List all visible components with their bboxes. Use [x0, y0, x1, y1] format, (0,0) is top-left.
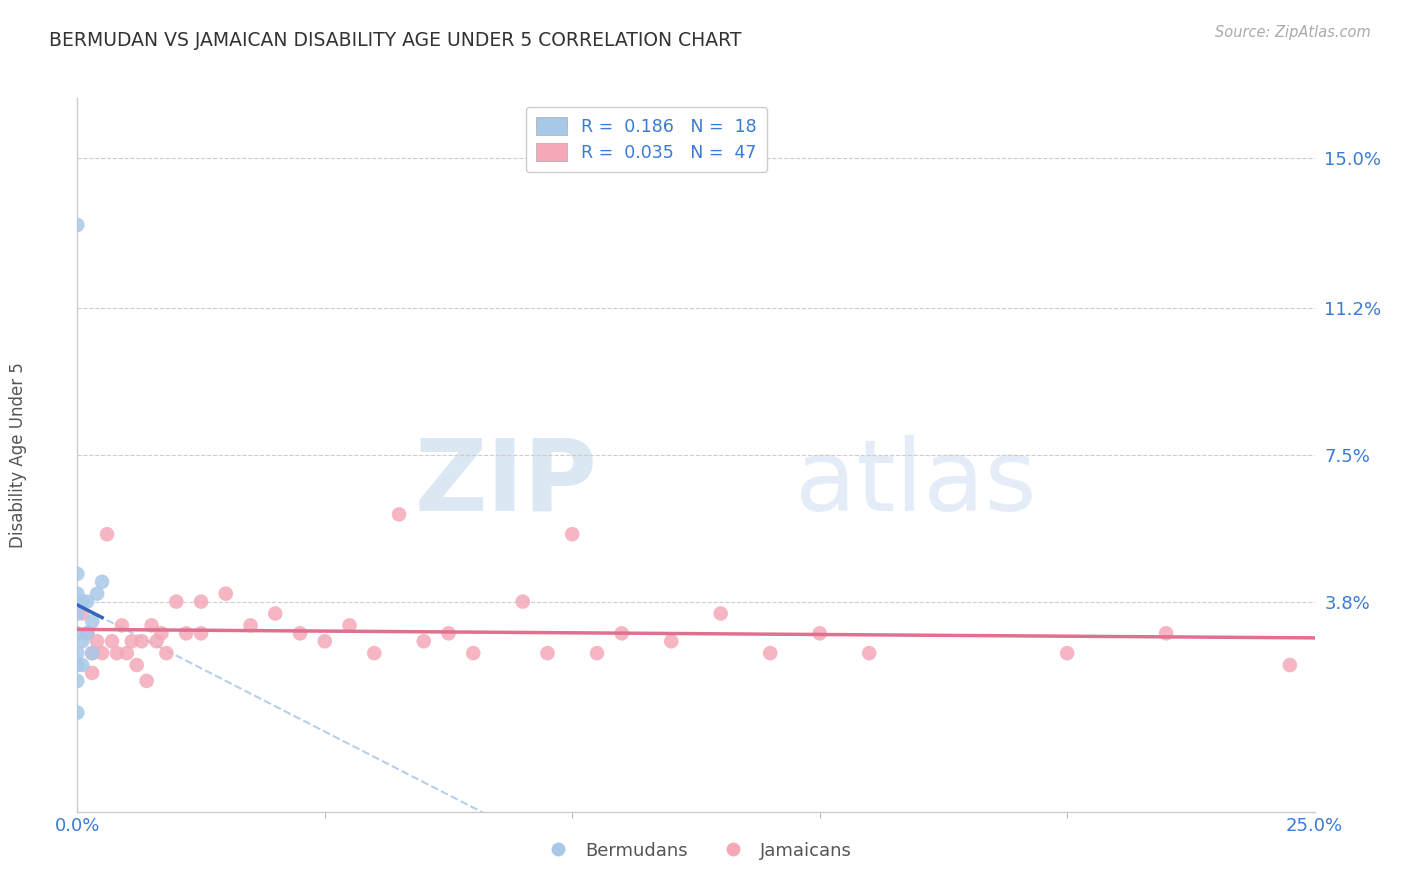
Point	[135, 673, 157, 688]
Point	[165, 594, 187, 608]
Point	[363, 646, 385, 660]
Point	[101, 634, 124, 648]
Text: Disability Age Under 5: Disability Age Under 5	[8, 362, 27, 548]
Point	[1056, 646, 1078, 660]
Point	[82, 615, 104, 629]
Point	[174, 626, 197, 640]
Point	[111, 618, 134, 632]
Point	[82, 665, 104, 680]
Point	[96, 527, 118, 541]
Point	[561, 527, 583, 541]
Point	[239, 618, 262, 632]
Point	[808, 626, 831, 640]
Point	[339, 618, 361, 632]
Point	[115, 646, 138, 660]
Point	[91, 574, 114, 589]
Point	[1154, 626, 1177, 640]
Point	[82, 646, 104, 660]
Point	[437, 626, 460, 640]
Point	[759, 646, 782, 660]
Point	[82, 646, 104, 660]
Point	[91, 646, 114, 660]
Point	[66, 218, 89, 232]
Point	[412, 634, 434, 648]
Point	[66, 673, 89, 688]
Point	[125, 658, 148, 673]
Point	[86, 587, 108, 601]
Point	[659, 634, 682, 648]
Point	[264, 607, 287, 621]
Text: Source: ZipAtlas.com: Source: ZipAtlas.com	[1215, 25, 1371, 40]
Point	[66, 566, 89, 581]
Point	[215, 587, 238, 601]
Point	[66, 658, 89, 673]
Point	[314, 634, 336, 648]
Point	[145, 634, 167, 648]
Point	[710, 607, 733, 621]
Point	[121, 634, 143, 648]
Point	[288, 626, 311, 640]
Point	[72, 658, 94, 673]
Text: BERMUDAN VS JAMAICAN DISABILITY AGE UNDER 5 CORRELATION CHART: BERMUDAN VS JAMAICAN DISABILITY AGE UNDE…	[49, 31, 742, 50]
Point	[610, 626, 633, 640]
Point	[66, 706, 89, 720]
Point	[76, 626, 98, 640]
Text: atlas: atlas	[794, 435, 1036, 532]
Text: ZIP: ZIP	[415, 435, 598, 532]
Legend: Bermudans, Jamaicans: Bermudans, Jamaicans	[533, 835, 859, 867]
Point	[66, 646, 89, 660]
Point	[66, 626, 89, 640]
Point	[1278, 658, 1301, 673]
Point	[150, 626, 173, 640]
Point	[190, 594, 212, 608]
Point	[858, 646, 880, 660]
Point	[512, 594, 534, 608]
Point	[66, 587, 89, 601]
Point	[76, 594, 98, 608]
Point	[72, 607, 94, 621]
Point	[105, 646, 128, 660]
Point	[72, 594, 94, 608]
Point	[388, 508, 411, 522]
Point	[586, 646, 609, 660]
Point	[131, 634, 153, 648]
Point	[72, 634, 94, 648]
Point	[155, 646, 177, 660]
Point	[141, 618, 163, 632]
Point	[536, 646, 558, 660]
Point	[190, 626, 212, 640]
Point	[76, 626, 98, 640]
Point	[463, 646, 485, 660]
Point	[86, 634, 108, 648]
Point	[66, 607, 89, 621]
